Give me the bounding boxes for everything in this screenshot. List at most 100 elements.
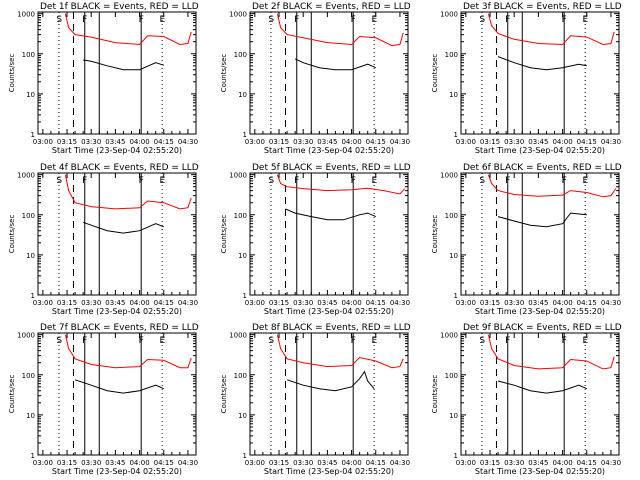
time-marker-label: F xyxy=(505,176,510,186)
x-tick-label: 04:30 xyxy=(178,138,198,146)
y-tick-label: 1 xyxy=(243,131,247,139)
chart-panel-7: Det 7f BLACK = Events, RED = LLD 1 10 100 10… xyxy=(8,323,199,476)
y-tick-label: 1000 xyxy=(440,11,458,19)
x-tick-label: 04:30 xyxy=(601,299,621,307)
time-marker-label: F xyxy=(139,176,144,186)
panel-title: Det 6f BLACK = Events, RED = LLD xyxy=(463,163,622,173)
x-axis-label: Start Time (23-Sep-04 02:55:20) xyxy=(264,146,394,155)
x-tick-label: 03:30 xyxy=(504,299,524,307)
y-tick-label: 100 xyxy=(234,212,247,220)
y-tick-label: 1 xyxy=(243,292,247,300)
x-tick-label: 04:30 xyxy=(390,138,410,146)
y-tick-label: 100 xyxy=(445,372,458,380)
time-marker-label: F xyxy=(505,336,510,346)
x-tick-label: 04:00 xyxy=(341,459,361,467)
y-tick-label: 1000 xyxy=(17,332,35,340)
x-tick-label: 03:45 xyxy=(528,138,548,146)
series-line-lld xyxy=(276,13,404,47)
x-tick-label: 03:00 xyxy=(33,459,53,467)
plot-frame xyxy=(460,11,620,135)
y-axis-label: Counts/sec xyxy=(8,375,16,414)
panel-title: Det 8f BLACK = Events, RED = LLD xyxy=(252,323,411,333)
series-line-events xyxy=(497,380,587,394)
time-marker-label: S xyxy=(268,176,274,186)
time-marker-label: F xyxy=(82,336,87,346)
x-tick-label: 04:15 xyxy=(154,459,174,467)
y-tick-label: 1000 xyxy=(229,332,247,340)
x-tick-label: 03:30 xyxy=(293,459,313,467)
y-tick-label: 1 xyxy=(243,452,247,460)
y-tick-label: 10 xyxy=(26,252,35,260)
y-tick-label: 1 xyxy=(31,292,35,300)
y-tick-label: 100 xyxy=(445,51,458,59)
y-axis-label: Counts/sec xyxy=(431,215,439,254)
x-tick-label: 03:45 xyxy=(528,459,548,467)
y-tick-label: 1 xyxy=(454,131,458,139)
time-marker-label: S xyxy=(479,15,485,25)
time-marker-label: S xyxy=(56,336,62,346)
y-axis-label: Counts/sec xyxy=(220,215,228,254)
x-tick-label: 04:30 xyxy=(601,459,621,467)
x-tick-label: 03:45 xyxy=(317,138,337,146)
series-line-lld xyxy=(276,174,406,195)
y-tick-label: 100 xyxy=(234,51,247,59)
time-marker-label: S xyxy=(479,336,485,346)
y-axis-label: Counts/sec xyxy=(431,54,439,93)
x-axis-label: Start Time (23-Sep-04 02:55:20) xyxy=(52,146,182,155)
panel-title: Det 2f BLACK = Events, RED = LLD xyxy=(252,2,411,12)
x-axis-label: Start Time (23-Sep-04 02:55:20) xyxy=(475,146,605,155)
x-tick-label: 04:30 xyxy=(390,299,410,307)
time-marker-label: F xyxy=(351,336,356,346)
time-marker-label: F xyxy=(562,176,567,186)
time-marker-label: S xyxy=(56,176,62,186)
series-line-lld xyxy=(64,13,192,46)
series-line-lld xyxy=(276,334,404,369)
y-tick-label: 1000 xyxy=(229,172,247,180)
y-tick-label: 1000 xyxy=(17,172,35,180)
x-tick-label: 03:00 xyxy=(33,138,53,146)
x-tick-label: 03:15 xyxy=(480,459,500,467)
x-tick-label: 04:15 xyxy=(366,299,386,307)
x-tick-label: 03:30 xyxy=(504,459,524,467)
x-tick-label: 04:15 xyxy=(154,299,174,307)
chart-panel-3: Det 3f BLACK = Events, RED = LLD 1 10 100 10… xyxy=(431,2,622,155)
y-tick-label: 10 xyxy=(238,252,247,260)
y-tick-label: 1000 xyxy=(229,11,247,19)
panel-title: Det 1f BLACK = Events, RED = LLD xyxy=(40,2,199,12)
x-tick-label: 04:00 xyxy=(552,459,572,467)
x-axis-label: Start Time (23-Sep-04 02:55:20) xyxy=(52,467,182,476)
series-line-events xyxy=(285,208,376,221)
series-line-events xyxy=(74,379,164,394)
series-line-lld xyxy=(64,174,192,210)
time-marker-label: E xyxy=(583,15,589,25)
x-tick-label: 03:30 xyxy=(504,138,524,146)
time-marker-label: S xyxy=(56,15,62,25)
x-tick-label: 03:45 xyxy=(105,138,125,146)
time-marker-label: F xyxy=(139,15,144,25)
y-tick-label: 1000 xyxy=(17,11,35,19)
x-tick-label: 03:15 xyxy=(480,138,500,146)
time-marker-label: E xyxy=(160,15,166,25)
x-tick-label: 03:00 xyxy=(33,299,53,307)
time-marker-label: E xyxy=(372,336,378,346)
x-tick-label: 03:00 xyxy=(245,299,265,307)
y-axis-label: Counts/sec xyxy=(8,54,16,93)
time-marker-label: E xyxy=(372,176,378,186)
plot-frame xyxy=(37,11,197,135)
plot-frame xyxy=(460,172,620,296)
series-line-events xyxy=(286,370,375,392)
x-tick-label: 03:15 xyxy=(57,138,77,146)
x-tick-label: 04:15 xyxy=(366,138,386,146)
time-marker-label: F xyxy=(562,336,567,346)
x-tick-label: 03:30 xyxy=(81,299,101,307)
y-axis-label: Counts/sec xyxy=(220,54,228,93)
chart-panel-9: Det 9f BLACK = Events, RED = LLD 1 10 100 10… xyxy=(431,323,622,476)
time-marker-label: F xyxy=(351,15,356,25)
x-tick-label: 03:30 xyxy=(293,138,313,146)
time-marker-label: S xyxy=(268,15,274,25)
x-tick-label: 03:45 xyxy=(105,459,125,467)
x-tick-label: 03:00 xyxy=(456,459,476,467)
x-tick-label: 03:00 xyxy=(456,299,476,307)
panel-title: Det 9f BLACK = Events, RED = LLD xyxy=(463,323,622,333)
chart-panel-2: Det 2f BLACK = Events, RED = LLD 1 10 100 10… xyxy=(220,2,411,155)
